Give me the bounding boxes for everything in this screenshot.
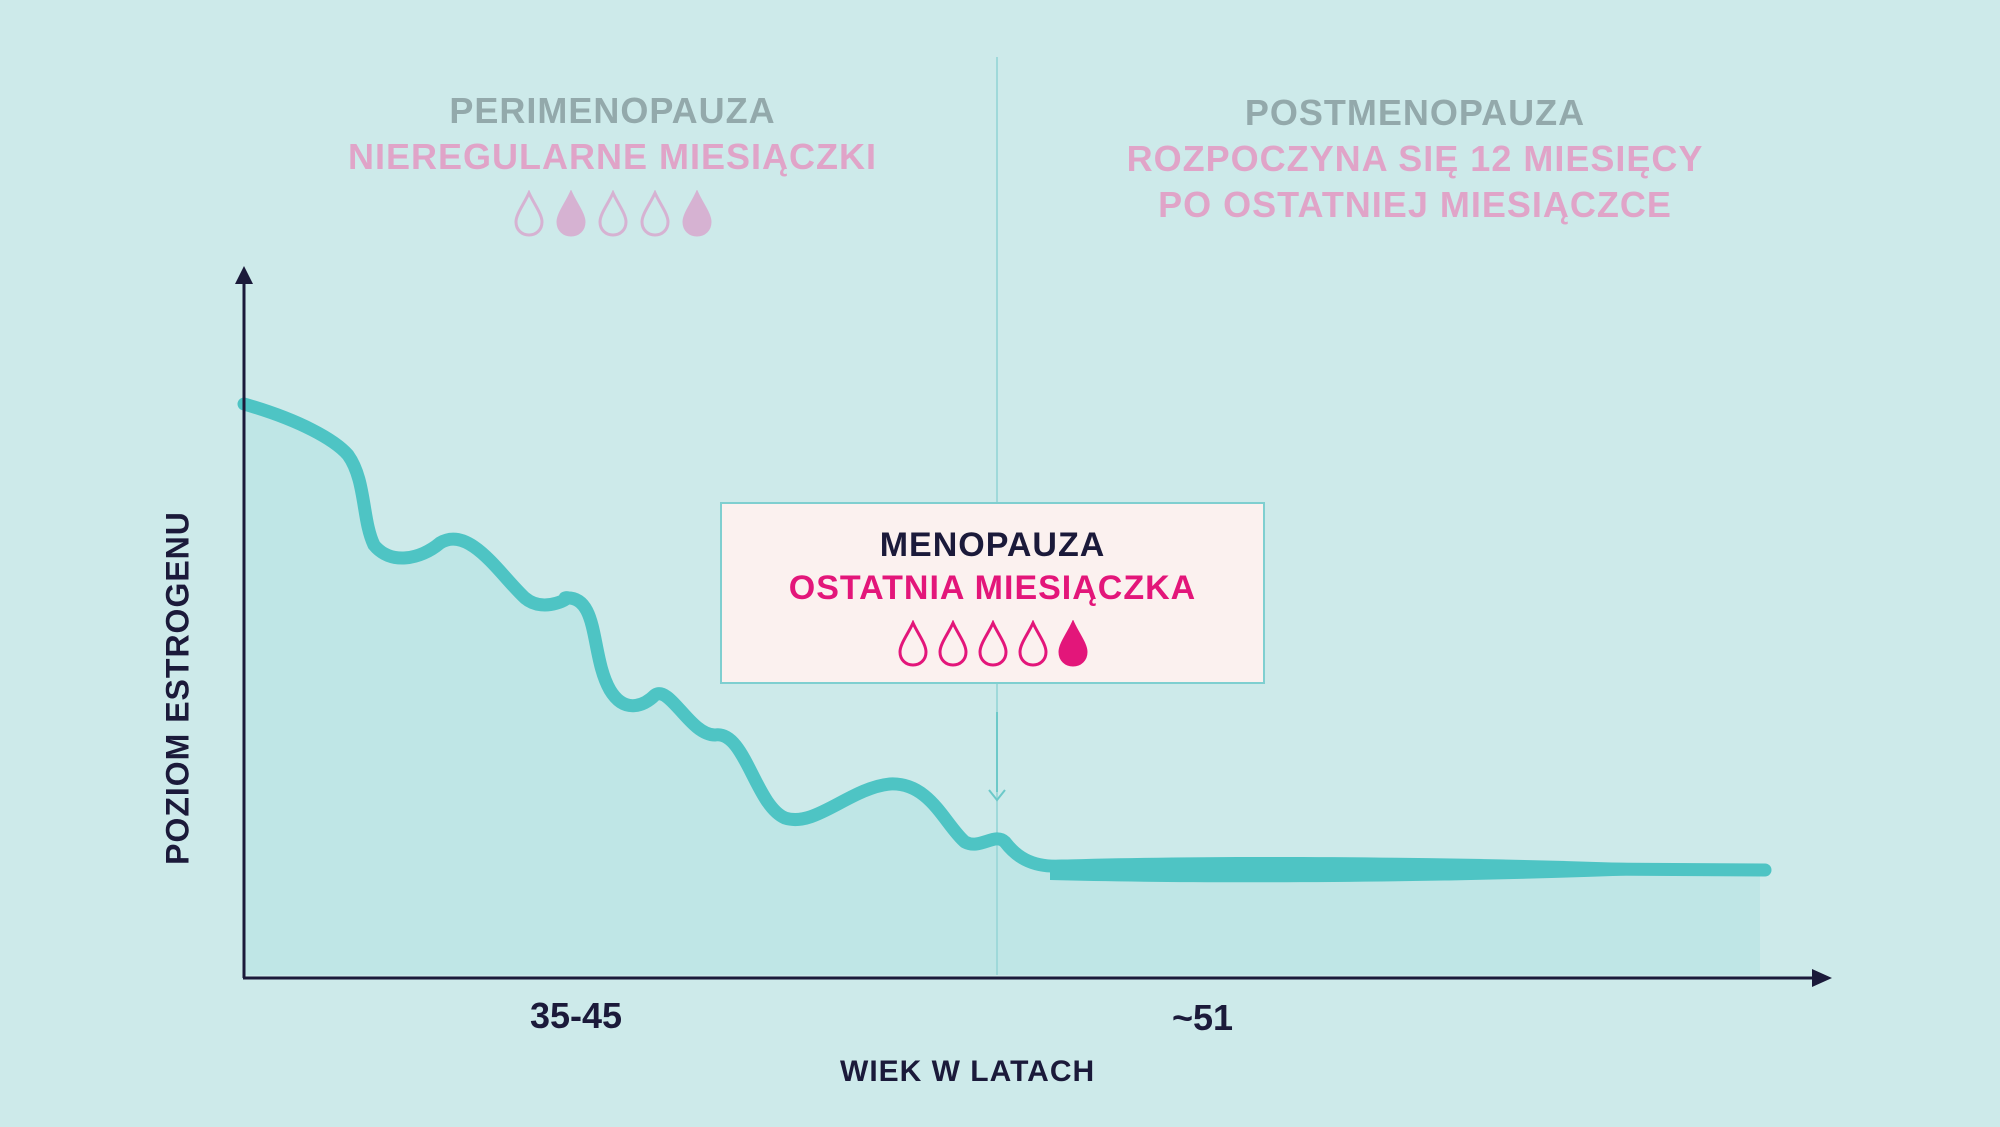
y-axis-title: POZIOM ESTROGENU — [159, 511, 196, 865]
outline-drop-icon — [937, 620, 968, 667]
postmenopause-subtitle-line2: PO OSTATNIEJ MIESIĄCZCE — [1158, 184, 1672, 225]
outline-drop-icon — [977, 620, 1008, 667]
y-axis-arrow — [235, 266, 253, 284]
menopause-drops — [722, 620, 1263, 668]
perimenopause-title: PERIMENOPAUZA — [449, 90, 776, 131]
filled-drop-icon — [681, 190, 712, 237]
filled-drop-icon — [555, 190, 586, 237]
postmenopause-subtitle-line1: ROZPOCZYNA SIĘ 12 MIESIĘCY — [1126, 138, 1704, 179]
estrogen-tail — [1050, 856, 1768, 883]
estrogen-area — [244, 404, 1760, 975]
menopause-title: MENOPAUZA — [879, 526, 1106, 564]
menopause-box: MENOPAUZA OSTATNIA MIESIĄCZKA — [720, 502, 1265, 684]
x-tick-label-35-45: 35-45 — [530, 995, 623, 1036]
outline-drop-icon — [597, 190, 628, 237]
menopause-subtitle: OSTATNIA MIESIĄCZKA — [788, 569, 1197, 607]
estrogen-curve — [237, 397, 1772, 877]
perimenopause-heading: PERIMENOPAUZA NIEREGULARNE MIESIĄCZKI — [250, 88, 975, 238]
outline-drop-icon — [1017, 620, 1048, 667]
outline-drop-icon — [513, 190, 544, 237]
filled-drop-icon — [1057, 620, 1088, 667]
postmenopause-title: POSTMENOPAUZA — [1244, 92, 1586, 133]
perimenopause-subtitle: NIEREGULARNE MIESIĄCZKI — [347, 136, 878, 177]
perimenopause-drops — [250, 190, 975, 238]
outline-drop-icon — [897, 620, 928, 667]
postmenopause-heading: POSTMENOPAUZA ROZPOCZYNA SIĘ 12 MIESIĘCY… — [1050, 90, 1780, 228]
x-axis-arrow — [1812, 969, 1832, 987]
menopause-arrow-head — [988, 789, 1006, 802]
x-tick-label-51: ~51 — [1172, 997, 1234, 1038]
x-axis-title: WIEK W LATACH — [840, 1055, 1096, 1088]
outline-drop-icon — [639, 190, 670, 237]
